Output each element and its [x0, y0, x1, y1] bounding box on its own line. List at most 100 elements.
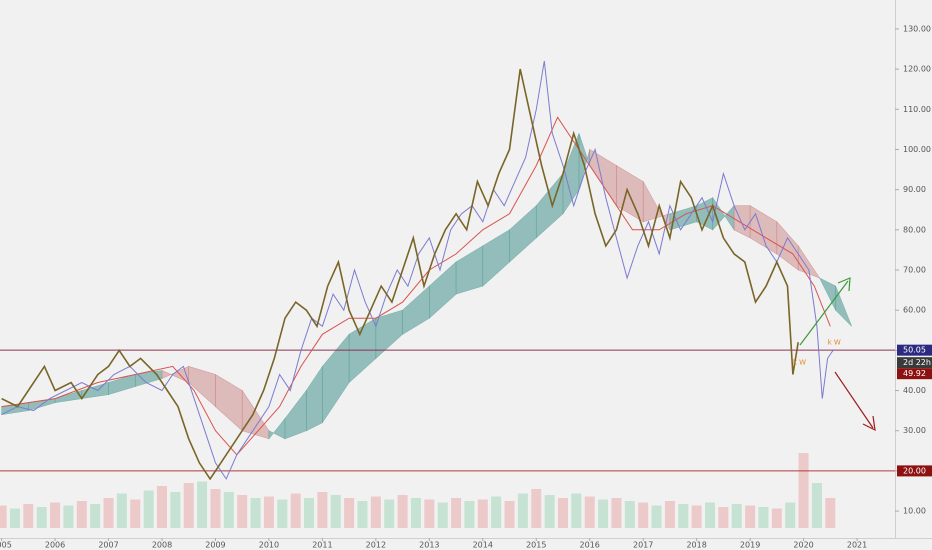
y-tick-label: 130.00 [903, 24, 931, 33]
volume-bar [384, 499, 395, 528]
hline-label-bg [897, 344, 932, 356]
volume-bar [584, 496, 595, 528]
volume-bar [50, 502, 61, 528]
green-arrow [799, 280, 849, 346]
volume-bar [90, 504, 101, 528]
volume-bar [664, 501, 675, 528]
volume-bar [571, 493, 582, 528]
last-price-label-bg [897, 368, 932, 380]
x-tick-label: 2016 [580, 541, 600, 550]
volume-bar [504, 501, 515, 528]
x-tick-label: 2014 [473, 541, 493, 550]
countdown-label-bg [897, 357, 932, 369]
x-tick-label: 2012 [366, 541, 386, 550]
x-tick-label: 2019 [740, 541, 760, 550]
x-tick-label: 2007 [98, 541, 118, 550]
volume-bar [290, 493, 301, 528]
red-arrow [834, 371, 874, 429]
volume-bar [183, 483, 194, 528]
volume-bar [9, 508, 20, 528]
volume-bar [317, 492, 328, 528]
x-tick-label: 2015 [526, 541, 546, 550]
volume-bar [370, 496, 381, 528]
price-axis-bg [896, 0, 932, 538]
volume-bar [624, 501, 635, 528]
volume-bar [344, 498, 355, 528]
drawings [799, 277, 876, 432]
volume-bar [424, 499, 435, 528]
volume-bar [0, 505, 7, 528]
volume-bar [651, 505, 662, 528]
annotation: k W [828, 338, 841, 346]
last-price-label: 49.92 [903, 369, 926, 378]
countdown-label: 2d 22h [903, 358, 931, 367]
volume-bar [798, 453, 809, 528]
volume-bar [811, 483, 822, 528]
price-line [1, 68, 799, 481]
volume-bar [130, 499, 141, 528]
volume-bar [825, 498, 836, 528]
hline-label: 50.05 [903, 346, 926, 355]
volume-bar [103, 498, 114, 528]
y-tick-label: 40.00 [903, 386, 926, 395]
x-tick-label: 2017 [633, 541, 653, 550]
x-tick-label: 2021 [847, 541, 867, 550]
volume-bar [437, 502, 448, 528]
volume-bar [477, 499, 488, 528]
y-tick-label: 100.00 [903, 145, 931, 154]
volume-bar [745, 505, 756, 528]
volume-bar [397, 495, 408, 528]
price-line [1, 116, 831, 456]
volume-bar [638, 502, 649, 528]
volume-bar [598, 499, 609, 528]
green-arrow-head [837, 277, 851, 292]
y-tick-label: 60.00 [903, 306, 926, 315]
red-arrow-head [862, 415, 876, 432]
volume-bar [705, 502, 716, 528]
volume-bar [718, 507, 729, 528]
volume-bar [277, 499, 288, 528]
volume-bar [731, 504, 742, 528]
plot-area: k W k W [0, 61, 895, 528]
y-tick-label: 30.00 [903, 426, 926, 435]
y-tick-label: 10.00 [903, 507, 926, 516]
volume-bar [410, 498, 421, 528]
x-tick-label: 2013 [419, 541, 439, 550]
volume-bar [451, 498, 462, 528]
volume-bar [223, 492, 234, 528]
volume-bar [531, 489, 542, 528]
volume-bar [491, 496, 502, 528]
y-tick-label: 70.00 [903, 266, 926, 275]
volume-bar [116, 493, 127, 528]
annotation: k W [793, 358, 806, 366]
volume-bar [557, 498, 568, 528]
volume-bar [357, 501, 368, 528]
volume-bar [263, 496, 274, 528]
hline-label-bg [897, 465, 932, 477]
x-tick-label: 2011 [312, 541, 332, 550]
volume-bar [36, 507, 47, 528]
volume-bar [237, 495, 248, 528]
volume-bar [210, 489, 221, 528]
volume-bar [678, 504, 689, 528]
volume-bar [304, 498, 315, 528]
x-tick-label: 2010 [259, 541, 279, 550]
volume-bar [76, 501, 87, 528]
price-line [1, 61, 834, 480]
volume-bar [758, 507, 769, 528]
volume-bar [63, 505, 74, 528]
volume-bar [170, 492, 181, 528]
x-tick-label: 2008 [152, 541, 172, 550]
volume-bar [464, 501, 475, 528]
volume-bar [197, 481, 208, 528]
x-tick-label: 2005 [0, 541, 12, 550]
y-tick-label: 90.00 [903, 185, 926, 194]
x-tick-label: 2009 [205, 541, 225, 550]
volume-bar [611, 498, 622, 528]
volume-bar [544, 495, 555, 528]
volume-bar [250, 498, 261, 528]
x-tick-label: 2020 [793, 541, 813, 550]
y-tick-label: 120.00 [903, 65, 931, 74]
